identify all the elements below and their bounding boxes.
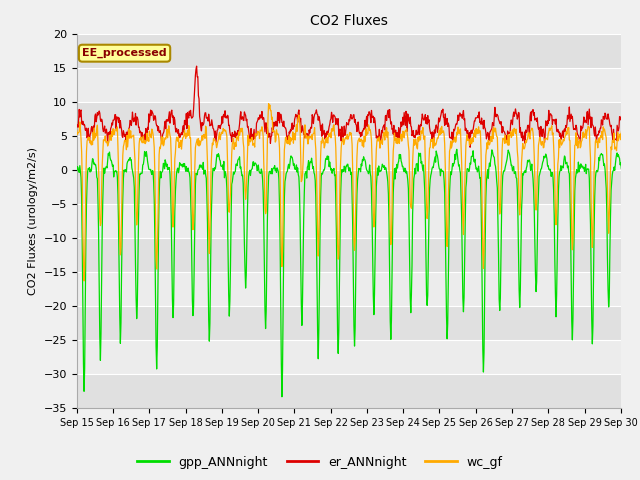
Bar	[77, 68, 621, 102]
Bar	[77, 204, 621, 238]
Title: CO2 Fluxes: CO2 Fluxes	[310, 14, 388, 28]
Bar	[77, 170, 621, 204]
Bar	[77, 34, 621, 68]
Bar	[77, 340, 621, 374]
Legend: gpp_ANNnight, er_ANNnight, wc_gf: gpp_ANNnight, er_ANNnight, wc_gf	[132, 451, 508, 474]
Text: EE_processed: EE_processed	[82, 48, 167, 59]
Bar	[77, 136, 621, 170]
Bar	[77, 238, 621, 272]
Bar	[77, 272, 621, 306]
Bar	[77, 306, 621, 340]
Bar	[77, 102, 621, 136]
Bar	[77, 374, 621, 408]
Y-axis label: CO2 Fluxes (urology/m2/s): CO2 Fluxes (urology/m2/s)	[28, 147, 38, 295]
